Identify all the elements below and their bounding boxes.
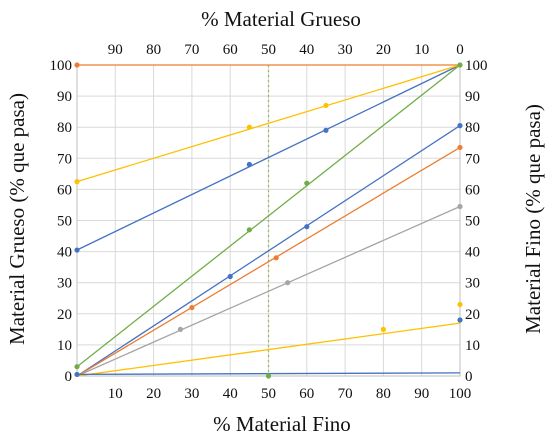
x-bottom-tick-label: 90 bbox=[414, 386, 429, 402]
data-point bbox=[457, 62, 463, 68]
data-point bbox=[457, 203, 463, 210]
y-axis-label-left: Material Grueso (% que pasa) bbox=[5, 93, 29, 345]
x-bottom-tick-label: 100 bbox=[449, 386, 472, 402]
series-10 bbox=[265, 373, 272, 379]
data-point bbox=[74, 62, 80, 68]
data-point bbox=[74, 179, 80, 185]
series-4 bbox=[74, 62, 463, 370]
data-point bbox=[74, 247, 80, 253]
data-point bbox=[380, 326, 386, 332]
x-bottom-tick-label: 20 bbox=[146, 386, 161, 402]
y-left-tick-label: 40 bbox=[57, 245, 72, 261]
series-8 bbox=[76, 301, 463, 377]
y-right-tick-label: 90 bbox=[465, 89, 480, 105]
data-point bbox=[265, 373, 272, 379]
data-point bbox=[457, 301, 463, 308]
x-bottom-tick-label: 50 bbox=[261, 386, 276, 402]
x-bottom-tick-label: 80 bbox=[376, 386, 391, 402]
x-top-tick-label: 90 bbox=[108, 42, 123, 58]
data-point bbox=[74, 371, 80, 378]
x-top-tick-label: 20 bbox=[376, 42, 391, 58]
series-line bbox=[76, 322, 461, 377]
y-left-tick-label: 10 bbox=[57, 338, 72, 354]
series-line bbox=[76, 125, 461, 377]
series-line bbox=[76, 205, 461, 377]
y-left-tick-label: 90 bbox=[57, 89, 72, 105]
data-point bbox=[285, 280, 291, 286]
data-point bbox=[323, 102, 329, 109]
x-bottom-tick-label: 70 bbox=[338, 386, 353, 402]
x-bottom-tick-label: 30 bbox=[184, 386, 199, 402]
x-top-tick-label: 0 bbox=[456, 42, 464, 58]
x-top-tick-label: 60 bbox=[223, 42, 238, 58]
y-left-tick-label: 70 bbox=[57, 151, 72, 167]
y-right-tick-label: 40 bbox=[465, 245, 480, 261]
y-right-tick-label: 10 bbox=[465, 338, 480, 354]
x-axis-label: % Material Fino bbox=[213, 412, 351, 436]
data-point bbox=[246, 124, 252, 130]
series-line bbox=[76, 64, 461, 368]
data-point bbox=[304, 224, 310, 230]
data-point bbox=[304, 180, 310, 186]
y-right-tick-label: 80 bbox=[465, 120, 480, 136]
x-top-tick-label: 50 bbox=[261, 42, 276, 58]
y-right-tick-label: 50 bbox=[465, 214, 480, 230]
series-5 bbox=[76, 123, 463, 377]
x-top-tick-label: 30 bbox=[338, 42, 353, 58]
data-point bbox=[457, 317, 463, 323]
data-point bbox=[177, 326, 184, 332]
series-line bbox=[76, 146, 461, 377]
y-left-tick-label: 0 bbox=[65, 369, 73, 385]
y-left-tick-label: 60 bbox=[57, 182, 72, 198]
x-bottom-tick-label: 60 bbox=[299, 386, 314, 402]
series-group bbox=[74, 62, 463, 379]
series-line bbox=[76, 64, 461, 251]
y-right-tick-label: 0 bbox=[465, 369, 473, 385]
y-right-tick-label: 30 bbox=[465, 276, 480, 292]
x-bottom-tick-label: 10 bbox=[108, 386, 123, 402]
y-left-tick-label: 20 bbox=[57, 307, 72, 323]
y-right-tick-label: 70 bbox=[465, 151, 480, 167]
y-left-tick-label: 50 bbox=[57, 214, 72, 230]
x-top-tick-label: 80 bbox=[146, 42, 161, 58]
y-left-tick-label: 100 bbox=[50, 58, 73, 74]
y-left-tick-label: 30 bbox=[57, 276, 72, 292]
series-2 bbox=[74, 64, 461, 253]
x-top-tick-label: 10 bbox=[414, 42, 429, 58]
x-top-tick-label: 40 bbox=[299, 42, 314, 58]
data-point bbox=[457, 123, 463, 129]
y-right-tick-label: 20 bbox=[465, 307, 480, 323]
x-bottom-tick-label: 40 bbox=[223, 386, 238, 402]
series-3 bbox=[74, 64, 461, 185]
data-point bbox=[246, 227, 252, 233]
data-point bbox=[227, 273, 233, 280]
series-7 bbox=[76, 203, 463, 377]
x-top-tick-label: 70 bbox=[184, 42, 199, 58]
chart-title: % Material Grueso bbox=[201, 7, 361, 31]
data-point bbox=[189, 304, 195, 311]
data-point bbox=[323, 127, 329, 133]
data-point bbox=[457, 144, 463, 151]
series-6 bbox=[76, 144, 463, 377]
y-right-tick-label: 100 bbox=[465, 58, 488, 74]
y-right-tick-label: 60 bbox=[465, 182, 480, 198]
series-1 bbox=[74, 62, 460, 68]
y-left-tick-label: 80 bbox=[57, 120, 72, 136]
data-point bbox=[273, 255, 279, 261]
series-line bbox=[76, 64, 461, 183]
data-point bbox=[74, 364, 80, 370]
data-point bbox=[246, 161, 252, 168]
y-axis-label-right: Material Fino (% que pasa) bbox=[521, 104, 545, 334]
